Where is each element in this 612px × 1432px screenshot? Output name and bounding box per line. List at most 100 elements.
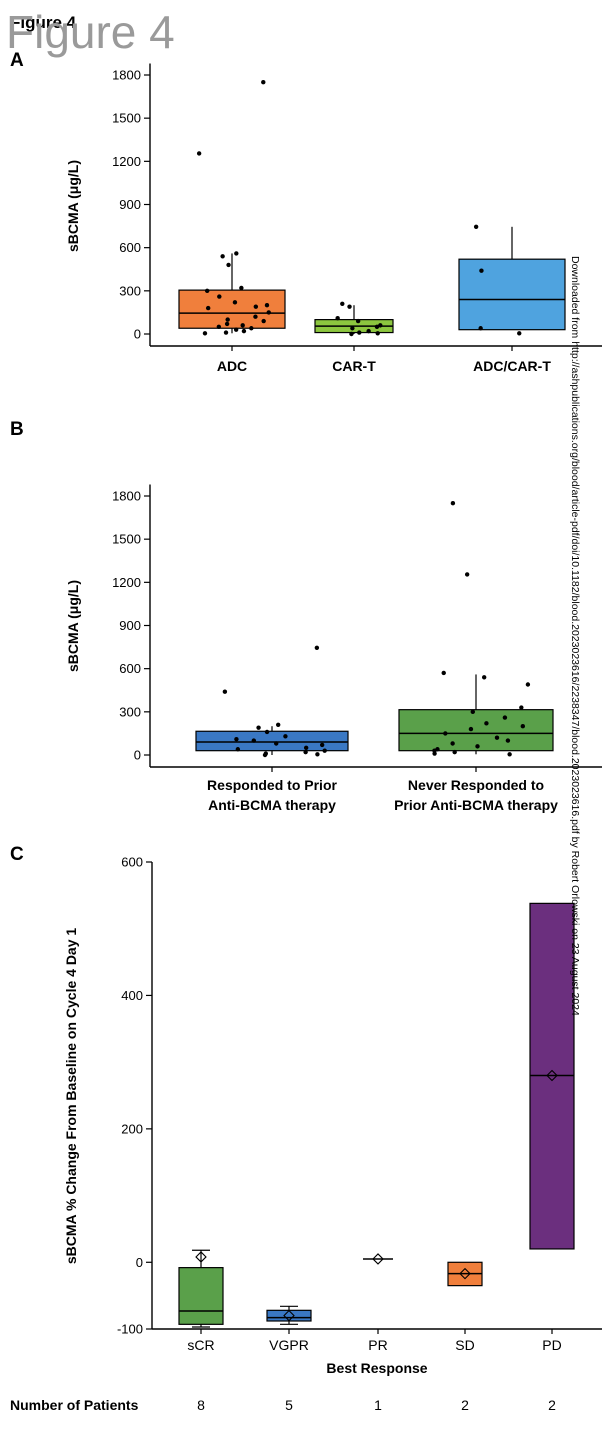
patients-count: 2 (461, 1397, 469, 1413)
box-adc-data-point (234, 251, 239, 256)
box-never-responded-data-point (502, 715, 508, 720)
box-adc-car-t (458, 258, 566, 331)
y-tick-label: 600 (119, 240, 141, 255)
box-adc-data-point (264, 303, 270, 308)
x-category-label: sCR (187, 1337, 214, 1353)
box-adc-data-point (253, 314, 258, 319)
box-responded-data-point (322, 748, 327, 753)
box-car-t-data-point (340, 301, 345, 306)
x-category-label: VGPR (269, 1337, 309, 1353)
y-tick-label: 900 (119, 618, 141, 633)
box-car-t-data-point (355, 318, 361, 324)
y-tick-label: 600 (119, 661, 141, 676)
box-never-responded-data-point (494, 735, 500, 740)
box-car-t-data-point (366, 328, 371, 334)
box-never-responded-data-point (475, 744, 480, 749)
box-adc-data-point (261, 318, 266, 324)
patients-row-label: Number of Patients (10, 1397, 139, 1413)
box-car-t-data-point (347, 304, 352, 309)
box-pr-mean-marker (372, 1253, 384, 1265)
box-never-responded-data-point (468, 726, 474, 732)
patients-count: 2 (548, 1397, 556, 1413)
box-car-t-data-point (335, 315, 340, 321)
y-tick-label: 0 (134, 327, 141, 342)
y-tick-label: 1200 (112, 154, 141, 169)
y-tick-label: 1500 (112, 111, 141, 126)
panel-label-c: C (10, 844, 24, 865)
y-tick-label: 900 (119, 197, 141, 212)
box-adc-data-point (224, 321, 230, 327)
y-tick-label: 600 (121, 855, 143, 870)
box-vgpr-mean-marker (283, 1309, 295, 1322)
x-category-label: Anti-BCMA therapy (208, 797, 336, 813)
x-category-label: ADC/CAR-T (473, 358, 551, 374)
box-vgpr (266, 1309, 312, 1322)
panel-c-y-axis-label: sBCMA % Change From Baseline on Cycle 4 … (63, 928, 79, 1265)
y-tick-label: 1800 (112, 489, 141, 504)
box-adc-data-point (240, 323, 245, 328)
patients-count: 5 (285, 1397, 293, 1413)
figure-overlay-title: Figure 4 (6, 6, 175, 58)
y-tick-label: 200 (121, 1121, 143, 1136)
box-car-t-data-point (350, 326, 355, 331)
box-responded-data-point (275, 722, 281, 727)
box-never-responded-data-point (484, 721, 489, 726)
box-adc-data-point (202, 331, 208, 336)
box-responded-data-point (283, 734, 288, 739)
y-tick-label: 1500 (112, 532, 141, 547)
box-never-responded-data-point (452, 749, 457, 755)
box-never-responded-data-point (505, 738, 511, 743)
box-adc-car-t-data-point (478, 326, 483, 331)
y-tick-label: 1200 (112, 575, 141, 590)
panel-c-x-axis-label: Best Response (326, 1360, 427, 1376)
box-adc-car-t-data-point (517, 331, 522, 336)
box-responded (195, 730, 349, 752)
box-adc (178, 289, 286, 329)
box-adc-data-point (216, 324, 222, 330)
patients-count: 8 (197, 1397, 205, 1413)
box-adc-data-point (239, 285, 244, 291)
box-never-responded-data-point (464, 572, 470, 577)
panel-b-chart: sBCMA (μg/L) 0 300 600 900 1200 1500 1800 Respo… (65, 484, 602, 813)
y-tick-label: 0 (136, 1255, 143, 1270)
x-category-label: ADC (217, 358, 247, 374)
box-adc-data-point (223, 330, 229, 335)
panel-a-chart: sBCMA (μg/L) 0 300 600 900 1200 1500 1800 ADC CA… (65, 63, 602, 374)
box-adc-data-point (249, 326, 254, 331)
y-tick-label: 300 (119, 704, 141, 719)
box-responded-data-point (319, 742, 325, 748)
box-responded-data-point (314, 645, 320, 651)
box-adc-data-point (233, 327, 239, 332)
box-never-responded-data-point (525, 682, 531, 687)
box-adc-data-point (232, 300, 238, 305)
box-scr (178, 1267, 224, 1325)
download-watermark: Downloaded from http://ashpublications.o… (569, 256, 581, 1016)
box-adc-data-point (204, 288, 210, 294)
box-responded-data-point (256, 725, 261, 730)
box-car-t-data-point (357, 330, 362, 335)
box-scr-mean-marker (195, 1251, 207, 1263)
box-never-responded-data-point (450, 741, 455, 746)
box-adc-data-point (253, 304, 259, 309)
x-category-label: CAR-T (332, 358, 376, 374)
box-never-responded-data-point (441, 670, 446, 676)
box-responded-data-point (303, 745, 309, 751)
box-adc-data-point (225, 317, 230, 322)
box-adc-data-point (261, 79, 266, 85)
box-car-t-data-point (375, 331, 380, 336)
box-never-responded-data-point (450, 500, 456, 506)
box-sd-mean-marker (459, 1267, 471, 1280)
x-category-label: Prior Anti-BCMA therapy (394, 797, 558, 813)
box-car-t-data-point (378, 323, 383, 328)
box-never-responded (398, 709, 554, 752)
box-adc-car-t-data-point (473, 224, 479, 230)
y-tick-label: -100 (117, 1322, 143, 1337)
panel-label-a: A (10, 50, 24, 71)
x-category-label: Responded to Prior (207, 777, 337, 793)
x-category-label: SD (455, 1337, 474, 1353)
box-adc-data-point (205, 305, 211, 311)
box-never-responded-data-point (481, 675, 487, 680)
y-tick-label: 1800 (112, 68, 141, 83)
box-adc-data-point (196, 151, 202, 156)
